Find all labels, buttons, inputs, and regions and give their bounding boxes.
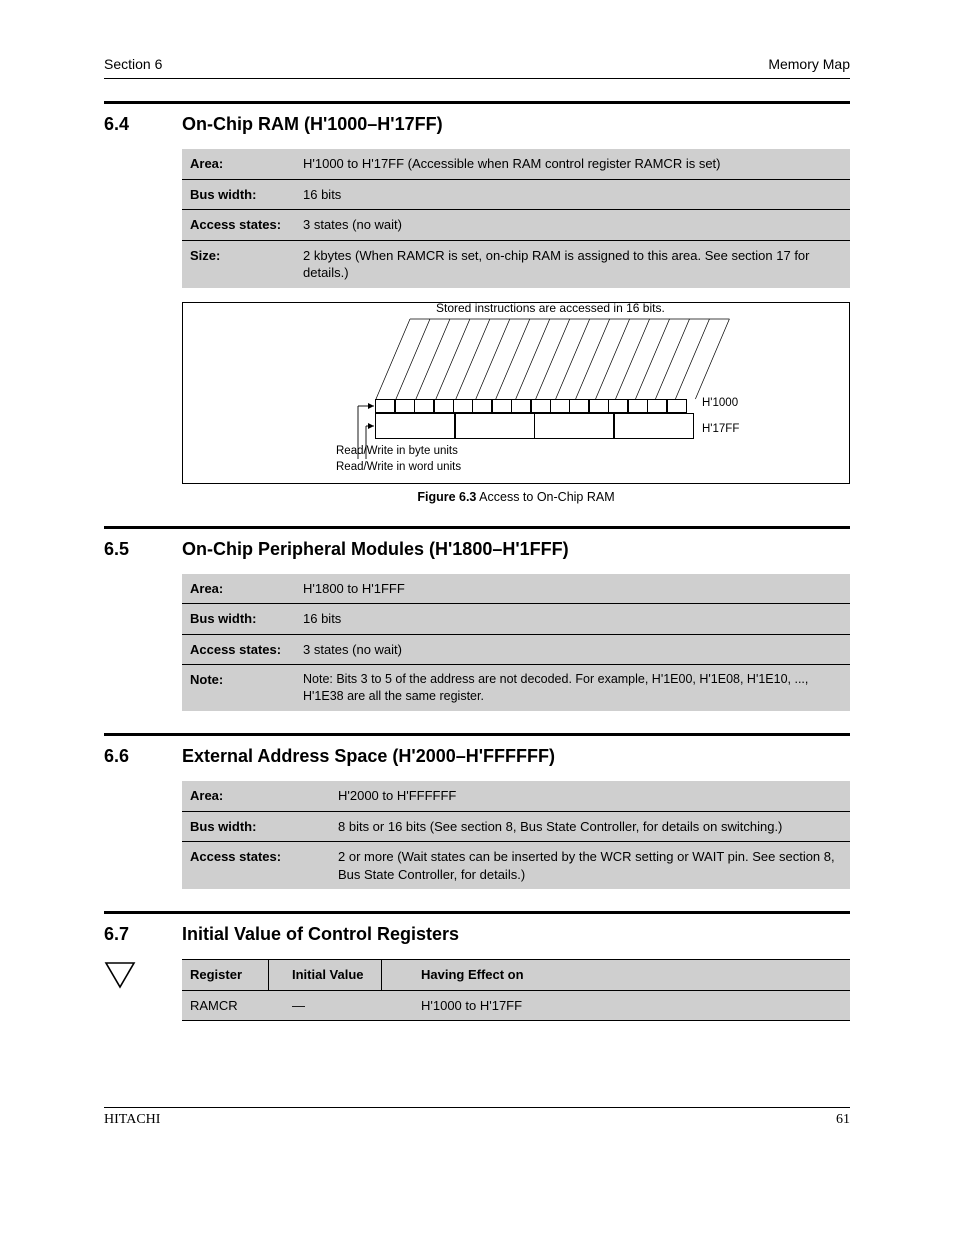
page-header: Section 6 Memory Map [104, 56, 850, 72]
row-value: 2 or more (Wait states can be inserted b… [330, 842, 850, 889]
th-register: Register [182, 960, 284, 990]
register-table: Register Initial Value Having Effect on … [182, 959, 850, 1021]
td-register: RAMCR [182, 991, 284, 1021]
row-value: 8 bits or 16 bits (See section 8, Bus St… [330, 812, 850, 842]
row-label: Access states: [182, 210, 295, 240]
triangle-icon [104, 961, 136, 989]
row-value: 3 states (no wait) [295, 210, 850, 240]
header-right: Memory Map [768, 56, 850, 72]
row-value: 16 bits [295, 604, 850, 634]
section-number: 6.4 [104, 114, 182, 135]
header-rule [104, 78, 850, 79]
row-label: Bus width: [182, 812, 330, 842]
row-value: H'1000 to H'17FF (Accessible when RAM co… [295, 149, 850, 179]
th-initial: Initial Value [284, 960, 413, 990]
row-label: Area: [182, 574, 295, 604]
figure-caption: Figure 6.3 Access to On-Chip RAM [182, 490, 850, 504]
row-label: Area: [182, 781, 330, 811]
page: Section 6 Memory Map 6.4 On-Chip RAM (H'… [0, 0, 954, 1021]
figure-6-3: Stored instructions are accessed in 16 b… [182, 302, 850, 484]
row-label: Bus width: [182, 604, 295, 634]
row-label: Access states: [182, 635, 295, 665]
section-rule [104, 911, 850, 914]
section-number: 6.6 [104, 746, 182, 767]
section-title: On-Chip Peripheral Modules (H'1800–H'1FF… [182, 539, 569, 560]
section-number: 6.5 [104, 539, 182, 560]
section-rule [104, 733, 850, 736]
section-rule [104, 526, 850, 529]
section-title: On-Chip RAM (H'1000–H'17FF) [182, 114, 443, 135]
row-label: Note: [182, 665, 295, 711]
td-initial: — [284, 991, 413, 1021]
page-footer: HITACHI 61 [104, 1107, 850, 1128]
row-value: H'1800 to H'1FFF [295, 574, 850, 604]
section-number: 6.7 [104, 924, 182, 945]
row-value: 2 kbytes (When RAMCR is set, on-chip RAM… [295, 241, 850, 288]
info-table-6-6: Area:H'2000 to H'FFFFFF Bus width:8 bits… [182, 781, 850, 889]
row-label: Bus width: [182, 180, 295, 210]
td-effect: H'1000 to H'17FF [413, 991, 850, 1021]
row-value: 3 states (no wait) [295, 635, 850, 665]
row-value: Note: Bits 3 to 5 of the address are not… [295, 665, 850, 711]
footer-right: 61 [836, 1112, 850, 1128]
section-6-4: 6.4 On-Chip RAM (H'1000–H'17FF) Area:H'1… [104, 101, 850, 504]
section-6-6: 6.6 External Address Space (H'2000–H'FFF… [104, 733, 850, 889]
row-label: Area: [182, 149, 295, 179]
section-rule [104, 101, 850, 104]
th-effect: Having Effect on [413, 960, 850, 990]
info-table-6-4: Area:H'1000 to H'17FF (Accessible when R… [182, 149, 850, 288]
section-6-5: 6.5 On-Chip Peripheral Modules (H'1800–H… [104, 526, 850, 711]
section-6-7: 6.7 Initial Value of Control Registers R… [104, 911, 850, 1021]
footer-left: HITACHI [104, 1112, 160, 1128]
info-table-6-5: Area:H'1800 to H'1FFF Bus width:16 bits … [182, 574, 850, 711]
row-label: Size: [182, 241, 295, 288]
header-left: Section 6 [104, 56, 162, 72]
section-title: External Address Space (H'2000–H'FFFFFF) [182, 746, 555, 767]
row-label: Access states: [182, 842, 330, 889]
section-title: Initial Value of Control Registers [182, 924, 459, 945]
row-value: 16 bits [295, 180, 850, 210]
row-value: H'2000 to H'FFFFFF [330, 781, 850, 811]
